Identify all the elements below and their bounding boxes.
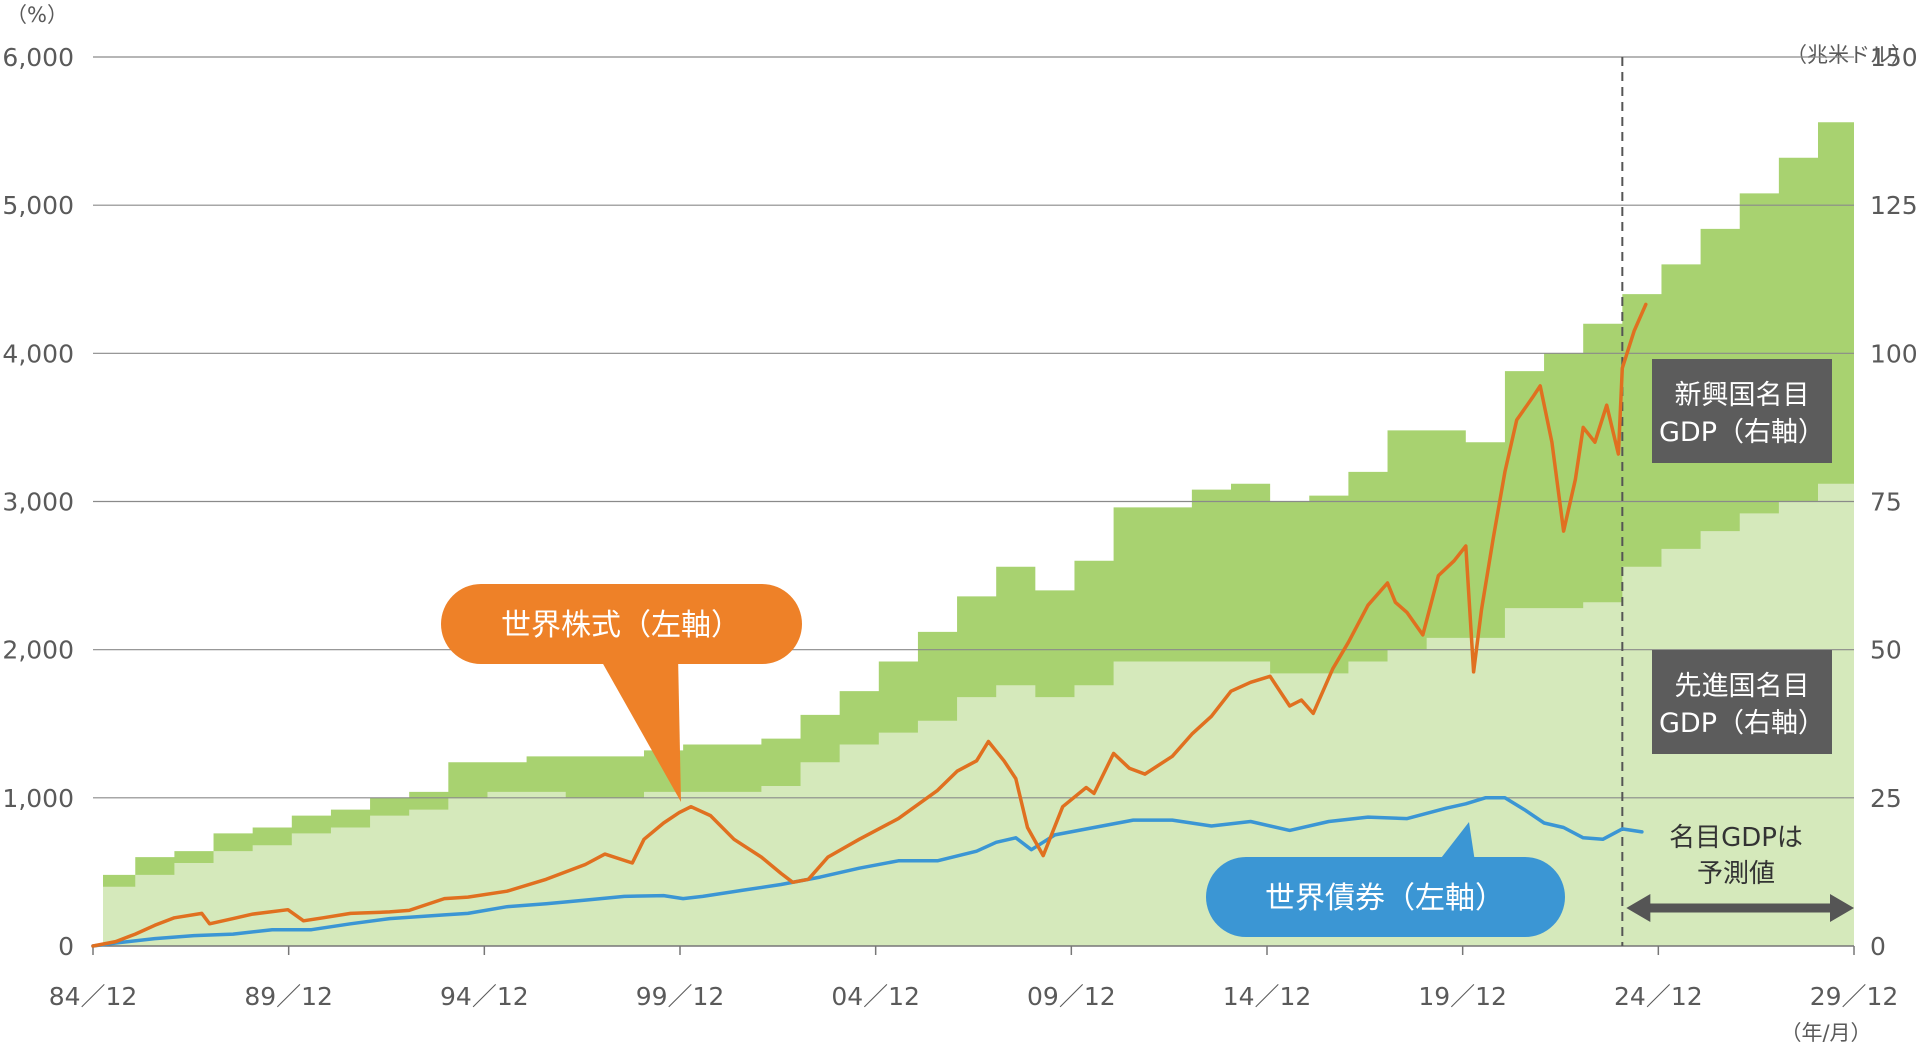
forecast-note-line1: 名目GDPは xyxy=(1669,823,1803,853)
em-gdp-label-line2: GDP（右軸） xyxy=(1659,417,1825,448)
forecast-note-line2: 予測値 xyxy=(1697,859,1775,889)
bonds-callout: 世界債券（左軸） xyxy=(1206,822,1565,937)
x-tick-label: 29／12 xyxy=(1810,982,1899,1011)
right-tick-label: 75 xyxy=(1870,488,1902,517)
x-tick-label: 84／12 xyxy=(49,982,138,1011)
bonds-line xyxy=(91,796,1644,948)
bonds-callout-label: 世界債券（左軸） xyxy=(1265,881,1505,916)
right-tick-label: 125 xyxy=(1870,191,1916,220)
x-tick-label: 99／12 xyxy=(636,982,725,1011)
forecast-range-arrow xyxy=(1626,894,1854,922)
left-tick-label: 1,000 xyxy=(2,784,74,813)
left-tick-label: 5,000 xyxy=(2,191,74,220)
right-tick-label: 50 xyxy=(1870,636,1902,665)
x-tick-label: 19／12 xyxy=(1418,982,1507,1011)
x-tick-label: 04／12 xyxy=(831,982,920,1011)
left-tick-label: 2,000 xyxy=(2,636,74,665)
left-tick-label: 0 xyxy=(58,932,74,961)
series-lines xyxy=(91,302,1648,948)
right-tick-label: 150 xyxy=(1870,43,1916,72)
right-tick-label: 100 xyxy=(1870,339,1916,368)
em-gdp-label-line1: 新興国名目 xyxy=(1675,380,1810,411)
left-tick-label: 6,000 xyxy=(2,43,74,72)
arrow-head-right xyxy=(1830,894,1854,922)
x-axis-unit: （年/月） xyxy=(1780,1021,1871,1045)
right-axis-unit: （兆米ドル） xyxy=(1786,43,1912,67)
dm-gdp-label-line1: 先進国名目 xyxy=(1675,671,1810,702)
gdp-areas xyxy=(103,122,1854,946)
em-gdp-label-box: 新興国名目 GDP（右軸） xyxy=(1652,359,1832,463)
dm-gdp-label-line2: GDP（右軸） xyxy=(1659,708,1825,739)
stocks-callout-label: 世界株式（左軸） xyxy=(501,608,741,643)
x-tick-label: 94／12 xyxy=(440,982,529,1011)
right-tick-label: 0 xyxy=(1870,932,1886,961)
left-tick-label: 3,000 xyxy=(2,488,74,517)
stocks-line xyxy=(91,302,1648,948)
arrow-head-left xyxy=(1626,894,1651,922)
dm-gdp-label-box: 先進国名目 GDP（右軸） xyxy=(1652,650,1832,754)
left-tick-labels: 0 1,000 2,000 3,000 4,000 5,000 6,000 xyxy=(2,43,74,961)
x-tick-label: 89／12 xyxy=(244,982,333,1011)
x-tick-label: 09／12 xyxy=(1027,982,1116,1011)
left-axis-unit: （%） xyxy=(6,3,68,27)
area-dm-gdp xyxy=(103,483,1854,946)
grid-lines xyxy=(93,56,1854,799)
x-tick-label: 24／12 xyxy=(1614,982,1703,1011)
right-tick-label: 25 xyxy=(1870,784,1902,813)
x-tick-label: 14／12 xyxy=(1223,982,1312,1011)
stocks-callout: 世界株式（左軸） xyxy=(441,584,802,802)
x-tick-labels: 84／12 89／12 94／12 99／12 04／12 09／12 14／12 19／12… xyxy=(49,945,1899,1011)
forecast-note: 名目GDPは 予測値 xyxy=(1669,823,1803,889)
left-tick-label: 4,000 xyxy=(2,339,74,368)
right-tick-labels: 0 25 50 75 100 125 150 xyxy=(1870,43,1916,961)
